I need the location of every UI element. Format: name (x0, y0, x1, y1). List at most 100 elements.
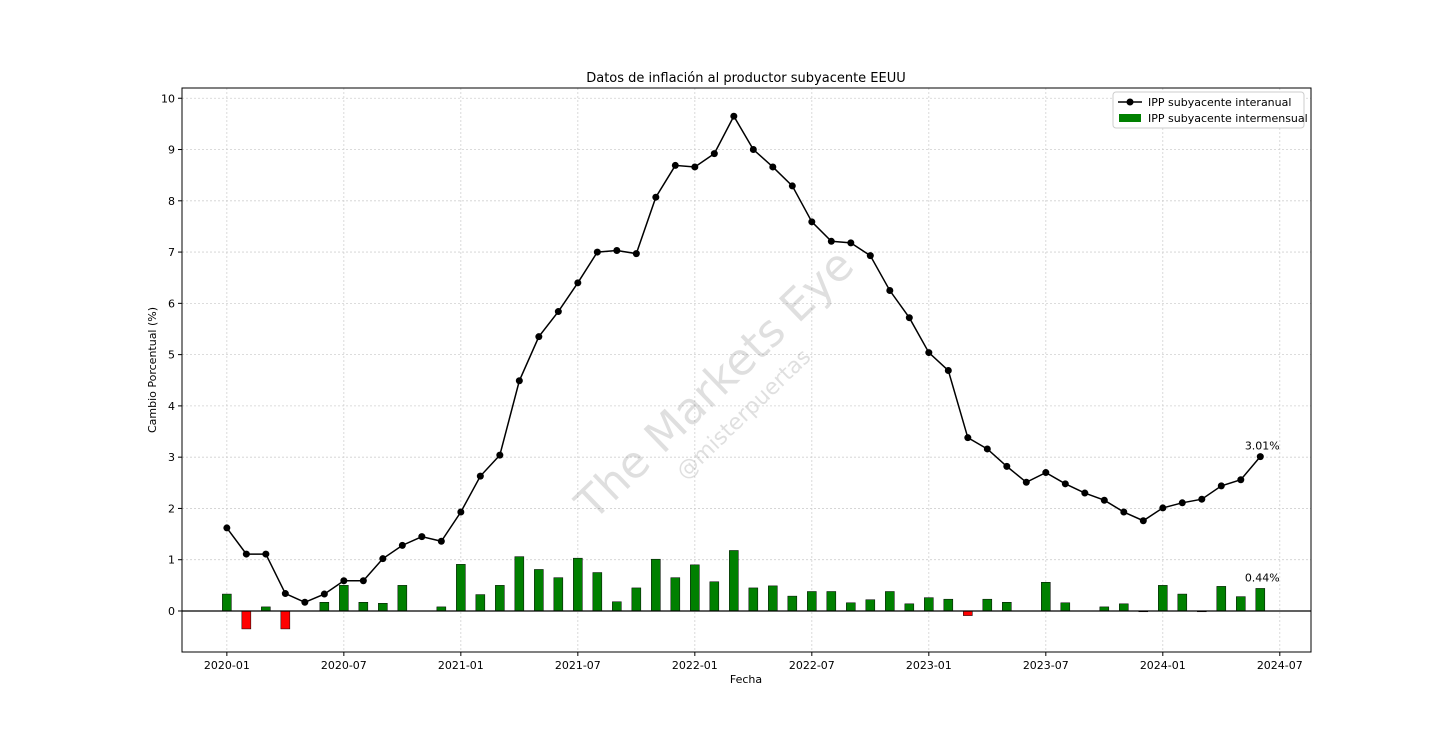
line-point (983, 445, 991, 453)
bar (904, 603, 915, 612)
annotation-label: 0.44% (1245, 571, 1280, 584)
bar (709, 581, 720, 612)
line-point (827, 237, 835, 245)
line-point (905, 314, 913, 322)
line-point (788, 182, 796, 190)
legend: IPP subyacente interanual IPP subyacente… (1112, 91, 1308, 129)
line-point (749, 146, 757, 154)
bar (553, 577, 564, 612)
line-point (1100, 496, 1108, 504)
line-series (223, 112, 1264, 606)
x-tick-label: 2024-07 (1257, 659, 1303, 672)
line-point (671, 161, 679, 169)
bar (787, 595, 798, 612)
x-tick-label: 2023-01 (906, 659, 952, 672)
bar (768, 585, 778, 612)
bar (963, 610, 973, 616)
bar (1158, 585, 1168, 612)
plot-frame (181, 87, 1312, 653)
line-point (457, 508, 465, 516)
line-point (418, 533, 426, 541)
chart-title: Datos de inflación al productor subyacen… (586, 71, 906, 86)
bar (670, 577, 681, 612)
line-point (1139, 517, 1147, 525)
line-point (691, 163, 699, 171)
line-point (1081, 489, 1089, 497)
bar (1041, 582, 1051, 612)
line-point (964, 434, 972, 442)
y-tick-label: 2 (168, 502, 175, 515)
x-axis-label: Fecha (730, 673, 762, 686)
x-axis: 2020-01 2020-07 2021-01 2021-07 2022-01 2022-… (204, 652, 1303, 672)
bar (378, 603, 388, 612)
x-tick-label: 2021-01 (438, 659, 484, 672)
bar (495, 585, 505, 612)
line-point (730, 112, 738, 120)
watermark: The Markets Eye @misterpuertas (565, 239, 864, 530)
annotation-label: 3.01% (1245, 440, 1280, 453)
bar (865, 599, 876, 612)
bar (651, 558, 661, 612)
bar (612, 601, 622, 612)
line-point (1022, 478, 1030, 486)
bar-series (222, 550, 1266, 630)
bar (943, 598, 954, 612)
y-tick-label: 5 (168, 349, 175, 362)
line-point (1042, 469, 1050, 477)
bar (1255, 588, 1266, 612)
y-tick-label: 1 (168, 554, 175, 567)
y-tick-label: 7 (168, 246, 175, 259)
bar (319, 602, 330, 612)
line-point (1237, 476, 1245, 484)
bar (1236, 596, 1246, 612)
line-point (632, 250, 640, 258)
bar (924, 597, 934, 612)
line-point (944, 367, 952, 375)
bar (807, 591, 817, 612)
bar (826, 591, 837, 612)
bar (475, 594, 486, 612)
y-tick-label: 4 (168, 400, 175, 413)
y-tick-label: 0 (168, 605, 175, 618)
bar (846, 602, 856, 612)
x-tick-label: 2020-01 (204, 659, 250, 672)
bar (280, 610, 291, 630)
line-point (301, 598, 309, 606)
line-point (593, 248, 601, 256)
line-point (769, 163, 777, 171)
line-point (398, 541, 406, 549)
legend-bar-swatch (1119, 114, 1141, 122)
bar (631, 587, 642, 612)
bar (397, 585, 408, 612)
line-point (262, 550, 270, 558)
line-point (281, 590, 289, 598)
y-tick-label: 9 (168, 144, 175, 157)
bar (1119, 603, 1129, 612)
bar (982, 598, 993, 612)
line-point (1159, 504, 1167, 512)
watermark-text: The Markets Eye (565, 239, 864, 530)
y-tick-label: 10 (161, 92, 175, 105)
bar (339, 585, 349, 612)
annotations: 3.01% 0.44% (1245, 440, 1280, 585)
line-point (1217, 482, 1225, 490)
x-tick-label: 2022-07 (789, 659, 835, 672)
line-point (340, 577, 348, 585)
bar (534, 569, 544, 612)
line-point (242, 550, 250, 558)
legend-line-marker (1126, 98, 1134, 106)
line-point (1061, 480, 1069, 488)
bar (514, 556, 525, 612)
bar (456, 564, 466, 612)
x-tick-label: 2023-07 (1023, 659, 1069, 672)
line-point (613, 247, 621, 255)
legend-box (1112, 91, 1305, 129)
line-point (925, 349, 933, 357)
x-tick-label: 2022-01 (672, 659, 718, 672)
y-tick-label: 3 (168, 451, 175, 464)
line-point (496, 451, 504, 459)
bar (1002, 602, 1012, 612)
line-point (1198, 495, 1206, 503)
line-point (1120, 508, 1128, 516)
bar (690, 564, 700, 612)
